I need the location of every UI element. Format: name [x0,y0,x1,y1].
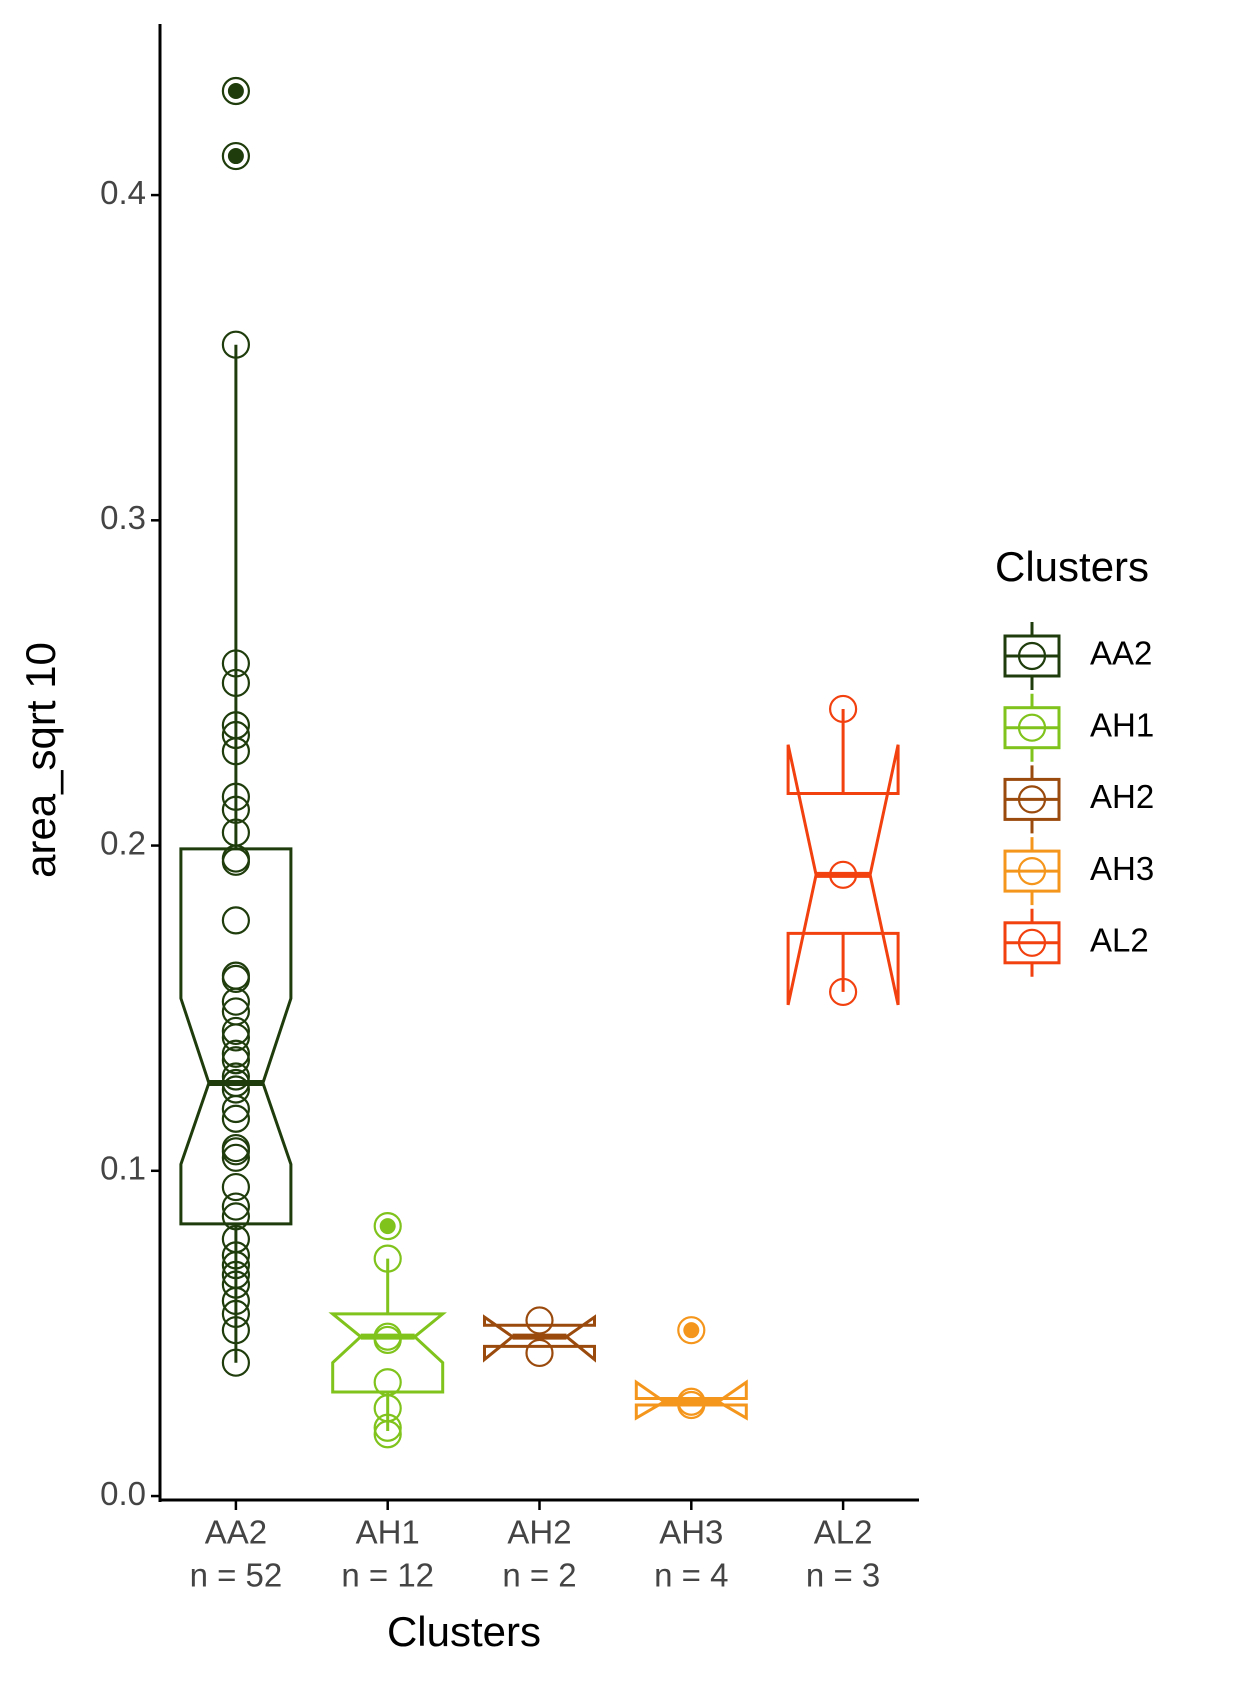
x-axis-title: Clusters [387,1608,541,1655]
point [221,1039,250,1068]
point [221,847,250,876]
legend-point [1017,928,1047,957]
box [786,744,900,1006]
box [483,1314,596,1363]
legend-point [1017,856,1047,886]
point [221,1316,250,1345]
point [221,795,250,824]
point [221,649,250,678]
point [221,964,250,994]
point [221,141,250,171]
outlier [227,82,244,99]
point [525,1338,554,1368]
x-tick-label: AH2 [507,1514,571,1551]
x-tick-label: AL2 [814,1514,873,1551]
box [328,1312,447,1394]
point [373,1420,402,1449]
point [828,977,858,1007]
point [373,1413,402,1442]
count-label: n = 12 [341,1557,434,1594]
legend-point [1017,641,1047,671]
point [221,1172,250,1202]
y-tick-label: 0.0 [100,1475,146,1512]
point [828,860,858,889]
point [221,987,250,1016]
point [221,1192,250,1221]
point [221,1143,250,1172]
outlier [227,148,244,165]
y-axis-title: area_sqrt 10 [17,642,64,878]
legend-label: AH3 [1090,850,1154,887]
point [221,1062,250,1091]
point [221,1270,250,1299]
y-tick-label: 0.1 [100,1150,146,1187]
point [373,1244,402,1273]
point [221,1046,250,1075]
point [828,694,858,724]
box [634,1379,748,1421]
point [221,906,250,935]
point [221,76,250,106]
point [221,1286,250,1316]
point [221,1241,250,1270]
point [221,1016,250,1046]
legend-label: AH2 [1090,778,1154,815]
point [221,1348,250,1377]
point [221,720,250,750]
count-label: n = 2 [502,1557,576,1594]
point [221,1104,250,1133]
x-tick-label: AH1 [356,1514,420,1551]
point [221,1075,250,1104]
count-label: n = 4 [654,1557,728,1594]
y-tick-label: 0.3 [100,499,146,536]
y-tick-label: 0.4 [100,174,146,211]
point [221,1299,250,1329]
point [221,1023,250,1052]
point [373,1211,402,1241]
point [221,782,250,811]
legend-point [1017,713,1047,742]
count-label: n = 52 [190,1557,283,1594]
legend-label: AA2 [1090,635,1152,672]
legend-point [1017,785,1047,814]
point [221,1137,250,1166]
point [677,1316,706,1345]
legend-label: AL2 [1090,922,1149,959]
point [677,1390,706,1420]
box [179,847,293,1226]
point [221,330,250,359]
x-tick-label: AA2 [205,1514,267,1551]
count-label: n = 3 [806,1557,880,1594]
outlier [379,1218,396,1235]
point [525,1306,554,1335]
point [221,668,250,698]
x-tick-label: AH3 [659,1514,723,1551]
legend-label: AH1 [1090,706,1154,743]
point [221,737,250,766]
legend-title: Clusters [995,543,1149,590]
outlier [683,1322,700,1339]
point [373,1325,402,1355]
point [221,1251,250,1280]
y-tick-label: 0.2 [100,824,146,861]
point [221,1202,250,1231]
point [221,1094,250,1124]
